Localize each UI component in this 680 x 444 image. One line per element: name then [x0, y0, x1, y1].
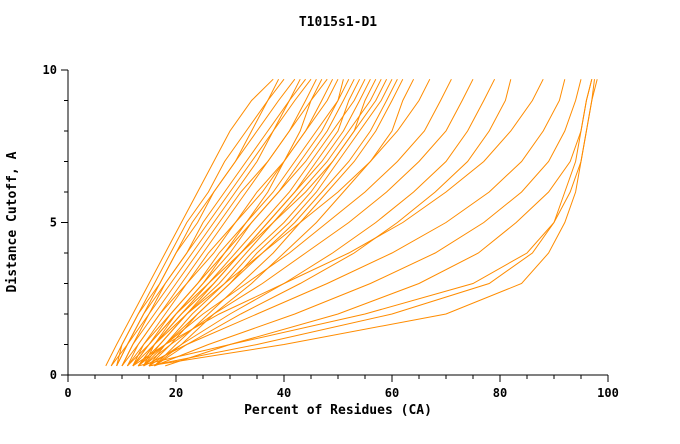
axes-group: 0 20 40 60 80 100 0 5 10 — [43, 63, 619, 400]
x-tick-label: 20 — [169, 386, 183, 400]
y-tick-label: 5 — [50, 216, 57, 230]
series-line — [148, 78, 398, 367]
series-line — [165, 79, 593, 367]
x-tick-label: 60 — [385, 386, 399, 400]
series-group — [105, 78, 598, 367]
series-line — [116, 78, 285, 367]
series-line — [154, 78, 415, 367]
series-line — [116, 78, 280, 367]
chart-title: T1015s1-D1 — [299, 15, 377, 30]
series-line — [137, 78, 452, 367]
series-line — [121, 78, 328, 367]
series-line — [127, 78, 377, 367]
series-line — [154, 79, 512, 367]
y-axis-label: Distance Cutoff, A — [5, 151, 20, 292]
x-tick-label: 40 — [277, 386, 291, 400]
x-tick-label: 80 — [493, 386, 507, 400]
y-tick-label: 0 — [50, 368, 57, 382]
series-line — [143, 79, 566, 367]
series-line — [154, 79, 582, 367]
series-line — [148, 78, 393, 367]
series-line — [148, 79, 595, 367]
x-axis-label: Percent of Residues (CA) — [244, 403, 432, 418]
series-line — [148, 78, 496, 367]
series-line — [143, 78, 474, 367]
series-line — [105, 78, 274, 367]
y-tick-label: 10 — [43, 63, 57, 77]
series-line — [132, 78, 431, 367]
series-line — [121, 78, 301, 367]
series-line — [132, 78, 323, 367]
series-line — [138, 79, 593, 367]
series-line — [116, 78, 312, 367]
x-tick-label: 0 — [64, 386, 71, 400]
series-line — [132, 78, 355, 367]
series-line — [137, 79, 344, 367]
x-tick-label: 100 — [597, 386, 619, 400]
series-line — [126, 78, 334, 367]
series-line — [143, 78, 388, 367]
series-line — [132, 78, 544, 367]
series-line — [143, 78, 361, 367]
